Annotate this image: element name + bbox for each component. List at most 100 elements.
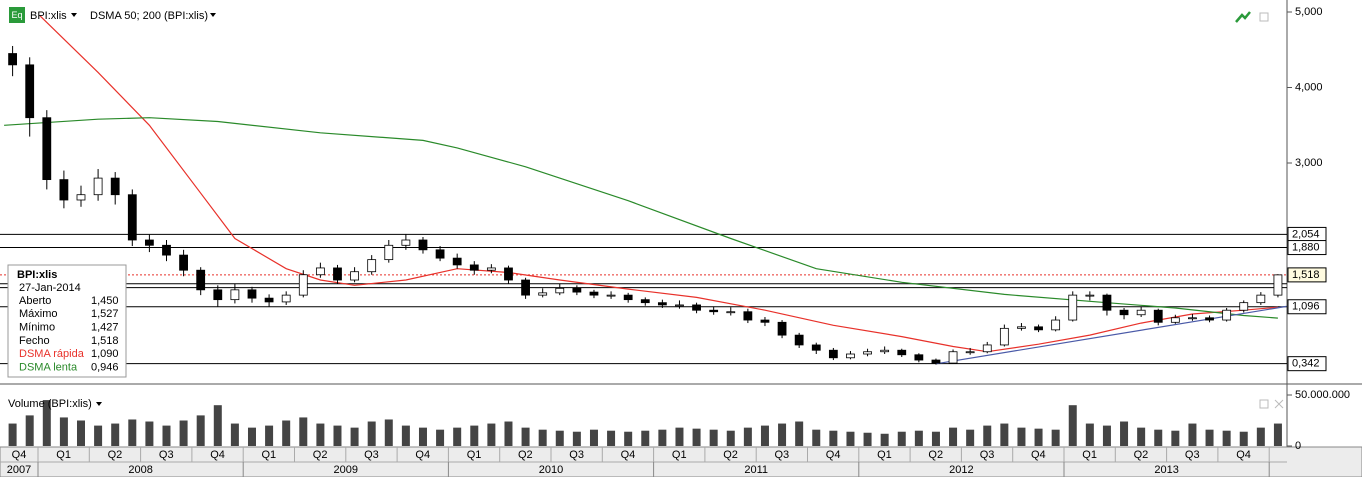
symbol-menu[interactable]: BPI:xlis — [30, 10, 67, 22]
volume-bar — [179, 420, 188, 446]
candle-body — [1034, 326, 1043, 331]
volume-bar — [111, 423, 120, 446]
volume-bar — [743, 427, 752, 446]
quarter-label: Q1 — [672, 449, 687, 461]
quarter-label: Q3 — [980, 449, 995, 461]
candle-body — [1085, 294, 1095, 297]
quarter-label: Q2 — [723, 449, 738, 461]
candle-body — [521, 279, 530, 296]
volume-bar — [1000, 423, 1009, 446]
candle-body — [144, 239, 154, 246]
y-tick-label: 4,000 — [1295, 81, 1323, 93]
volume-bar — [76, 420, 85, 446]
quarter-label: Q1 — [56, 449, 71, 461]
volume-bar — [880, 433, 889, 446]
volume-bar — [778, 423, 787, 446]
volume-bar — [1137, 427, 1146, 446]
candle-body — [999, 327, 1009, 346]
candle-body — [110, 177, 120, 196]
level-tag — [1287, 299, 1327, 315]
volume-bar — [931, 431, 940, 446]
level-label: 2,054 — [1292, 228, 1320, 240]
info-label: Máximo — [19, 308, 58, 320]
volume-bar — [829, 430, 838, 446]
info-date: 27-Jan-2014 — [19, 282, 81, 294]
candle-body — [675, 304, 684, 307]
quarter-label: Q3 — [1185, 449, 1200, 461]
candle-body — [179, 254, 188, 271]
volume-bar — [94, 425, 103, 446]
quarter-label: Q4 — [210, 449, 225, 461]
volume-bar — [247, 427, 256, 446]
volume-bar — [983, 425, 992, 446]
dropdown-arrow[interactable] — [210, 13, 216, 17]
volume-bar — [1051, 429, 1060, 446]
volume-bar — [1017, 427, 1026, 446]
volume-bar — [1154, 429, 1163, 446]
symbol-icon[interactable] — [9, 7, 25, 23]
info-series-value: 0,946 — [91, 361, 119, 373]
candle-body — [880, 349, 890, 353]
volume-bar — [641, 430, 650, 446]
volume-bar — [760, 425, 769, 446]
volume-bar — [401, 425, 410, 446]
candle-body — [657, 302, 667, 306]
window-button[interactable] — [1259, 12, 1269, 22]
candle-body — [213, 289, 223, 301]
candle-body — [264, 297, 274, 303]
candle-body — [230, 289, 240, 301]
volume-bar — [726, 430, 735, 446]
volume-bar — [863, 432, 872, 446]
year-label: 2012 — [949, 464, 973, 476]
candle-body — [811, 344, 821, 351]
volume-bar — [265, 425, 274, 446]
candle-body — [606, 294, 616, 297]
candle-body — [846, 353, 855, 359]
y-tick-label: 0 — [1295, 440, 1301, 452]
candle-body — [1102, 294, 1112, 311]
level-tag — [1287, 267, 1327, 283]
candle-body — [486, 267, 496, 271]
candle-body — [384, 244, 394, 261]
level-label: 1,096 — [1292, 301, 1320, 313]
volume-bar — [1205, 429, 1214, 446]
year-label: 2007 — [7, 464, 31, 476]
volume-bar — [470, 425, 479, 446]
level-tag — [1287, 240, 1327, 256]
candle-body — [760, 319, 770, 323]
volume-bar — [8, 423, 17, 446]
candle-body — [640, 299, 650, 304]
trend-icon[interactable] — [1235, 11, 1251, 23]
info-series-label: DSMA rápida — [19, 348, 85, 360]
candle-body — [1119, 309, 1129, 316]
level-tag — [1287, 356, 1327, 372]
volume-bar — [487, 423, 496, 446]
info-series-value: 1,090 — [91, 348, 119, 360]
candle-body — [281, 294, 291, 303]
year-label: 2011 — [744, 464, 768, 476]
candle-body — [1153, 309, 1163, 323]
indicator-menu[interactable]: DSMA 50; 200 (BPI:xlis) — [90, 10, 208, 22]
candle-body — [127, 194, 137, 241]
volume-bar — [299, 417, 308, 446]
dropdown-arrow[interactable] — [96, 402, 102, 406]
volume-title: Volume (BPI:xlis) — [8, 398, 92, 410]
close-button[interactable] — [1274, 399, 1284, 409]
volume-bar — [230, 423, 239, 446]
candle-body — [743, 311, 753, 321]
year-label: 2008 — [128, 464, 152, 476]
candle-body — [452, 257, 462, 266]
dropdown-arrow[interactable] — [71, 13, 77, 17]
volume-bar — [384, 419, 393, 446]
candle-body — [469, 264, 479, 271]
volume-bar — [282, 420, 291, 446]
info-title: BPI:xlis — [17, 269, 57, 281]
quarter-label: Q3 — [775, 449, 790, 461]
window-button[interactable] — [1259, 399, 1269, 409]
volume-bar — [213, 405, 222, 446]
candle-body — [59, 179, 69, 201]
quarter-label: Q2 — [1134, 449, 1149, 461]
volume-bar — [897, 431, 906, 446]
